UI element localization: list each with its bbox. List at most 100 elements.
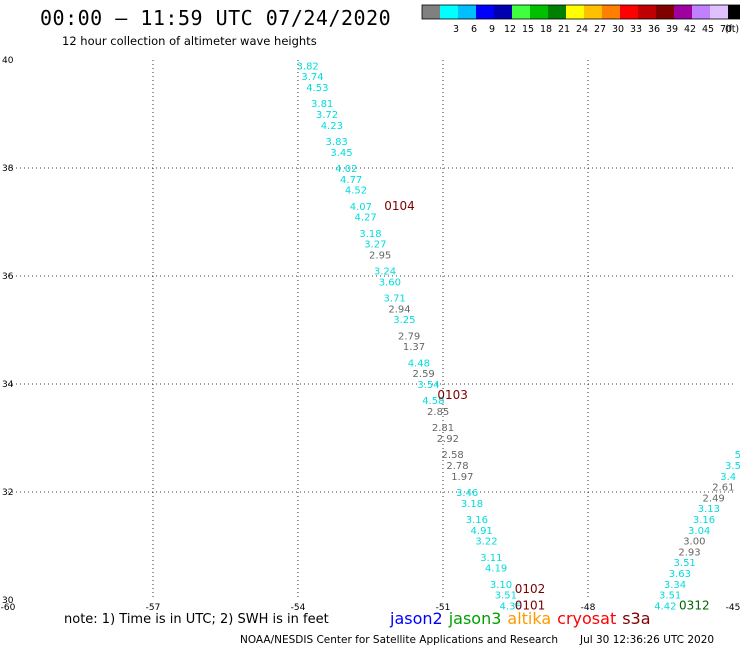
satellite-cryosat: cryosat (557, 609, 617, 628)
wave-height-value: 4.42 (654, 601, 676, 612)
satellite-altika: altika (507, 609, 552, 628)
wave-height-value: 2.93 (678, 547, 700, 558)
wave-height-value: 3.25 (393, 315, 415, 326)
legend-swatch (584, 5, 602, 19)
pass-time-label: 0103 (437, 388, 468, 402)
legend-label: 21 (558, 24, 570, 35)
wave-height-value: 3.4 (720, 472, 736, 483)
legend-swatch (458, 5, 476, 19)
wave-height-value: 4.19 (485, 564, 507, 575)
wave-height-value: 4.27 (355, 213, 377, 224)
wave-height-value: 3.04 (688, 526, 710, 537)
wave-height-value: 3.18 (461, 499, 483, 510)
pass-time-label: 0104 (384, 199, 415, 213)
wave-height-value: 2.92 (437, 434, 459, 445)
legend-label: 6 (471, 24, 477, 35)
legend-swatch (602, 5, 620, 19)
lat-tick-label: 38 (2, 164, 14, 174)
wave-height-value: 2.49 (703, 493, 725, 504)
pass-time-label: 0102 (515, 582, 546, 596)
wave-height-value: 3.51 (659, 591, 681, 602)
wave-height-value: 3.34 (664, 580, 686, 591)
wave-height-value: 3.51 (495, 591, 517, 602)
wave-height-value: 4.36 (500, 601, 522, 612)
wave-height-value: 4.23 (321, 121, 343, 132)
wave-height-value: 4.07 (350, 202, 372, 213)
lat-tick-label: 30 (2, 596, 14, 606)
wave-height-value: 3.63 (669, 569, 691, 580)
wave-height-value: 5 (735, 450, 740, 461)
wave-height-value: 3.72 (316, 110, 338, 121)
wave-height-value: 4.53 (306, 83, 328, 94)
lat-tick-label: 40 (2, 56, 14, 66)
wave-height-value: 3.27 (364, 240, 386, 251)
wave-height-value: 2.81 (432, 423, 454, 434)
legend-unit: (ft) (725, 24, 739, 35)
legend-swatch (728, 5, 740, 19)
legend-swatch (638, 5, 656, 19)
wave-height-value: 2.61 (712, 483, 734, 494)
legend-swatch (494, 5, 512, 19)
lon-tick-label: -60 (1, 603, 16, 613)
wave-height-value: 4.58 (422, 396, 444, 407)
pass-time-label: 0312 (679, 598, 710, 612)
wave-height-value: 3.16 (693, 515, 715, 526)
wave-height-value: 3.45 (330, 148, 352, 159)
footer-note: note: 1) Time is in UTC; 2) SWH is in fe… (64, 612, 329, 627)
wave-height-value: 2.79 (398, 331, 420, 342)
wave-height-value: 3.22 (475, 537, 497, 548)
lon-tick-label: -48 (581, 603, 596, 613)
satellite-legend: jason2 jason3 altika cryosat s3a (390, 609, 657, 628)
legend-swatch (692, 5, 710, 19)
legend-swatch (440, 5, 458, 19)
wave-height-value: 3.13 (698, 504, 720, 515)
wave-height-value: 2.85 (427, 407, 449, 418)
wave-height-value: 3.81 (311, 99, 333, 110)
page-subtitle: 12 hour collection of altimeter wave hei… (62, 34, 317, 48)
wave-height-value: 2.95 (369, 250, 391, 261)
legend-label: 12 (504, 24, 516, 35)
credit-text: NOAA/NESDIS Center for Satellite Applica… (240, 634, 558, 646)
legend-swatch (530, 5, 548, 19)
wave-height-value: 3.00 (683, 537, 705, 548)
wave-height-value: 3.11 (480, 553, 502, 564)
legend-swatch (422, 5, 440, 19)
wave-height-value: 3.83 (326, 137, 348, 148)
wave-height-value: 3.46 (456, 488, 478, 499)
wave-height-value: 4.48 (408, 358, 430, 369)
wave-height-value: 3.16 (466, 515, 488, 526)
wave-height-value: 2.94 (388, 304, 410, 315)
legend-swatch (674, 5, 692, 19)
satellite-s3a: s3a (622, 609, 651, 628)
legend-label: 45 (702, 24, 714, 35)
legend-swatch (656, 5, 674, 19)
legend-label: 30 (612, 24, 624, 35)
lat-tick-label: 36 (2, 272, 14, 282)
wave-height-value: 3.71 (384, 294, 406, 305)
wave-height-value: 4.91 (471, 526, 493, 537)
wave-height-value: 2.59 (413, 369, 435, 380)
wave-height-value: 4.02 (335, 164, 357, 175)
wave-height-value: 3.24 (374, 267, 396, 278)
wave-height-value: 3.5 (725, 461, 740, 472)
legend-label: 15 (522, 24, 534, 35)
wave-height-value: 2.78 (446, 461, 468, 472)
lon-tick-label: -51 (436, 603, 451, 613)
legend-label: 36 (648, 24, 660, 35)
legend-label: 42 (684, 24, 696, 35)
satellite-jason2: jason2 (390, 609, 443, 628)
satellite-jason3: jason3 (448, 609, 502, 628)
wave-height-value: 3.10 (490, 580, 512, 591)
wave-height-value: 1.97 (451, 472, 473, 483)
color-legend: 3 6 9 12 15 18 21 24 27 30 33 36 39 42 45 70(ft) (421, 4, 740, 35)
legend-label: 24 (576, 24, 588, 35)
page-title: 00:00 – 11:59 UTC 07/24/2020 (40, 6, 392, 30)
legend-label: 18 (540, 24, 552, 35)
lat-tick-label: 34 (2, 380, 14, 390)
lon-tick-label: -45 (726, 603, 740, 613)
legend-swatch (620, 5, 638, 19)
legend-label: 27 (594, 24, 606, 35)
legend-label: 9 (489, 24, 495, 35)
generated-timestamp: Jul 30 12:36:26 UTC 2020 (580, 634, 715, 646)
wave-height-value: 4.77 (340, 175, 362, 186)
